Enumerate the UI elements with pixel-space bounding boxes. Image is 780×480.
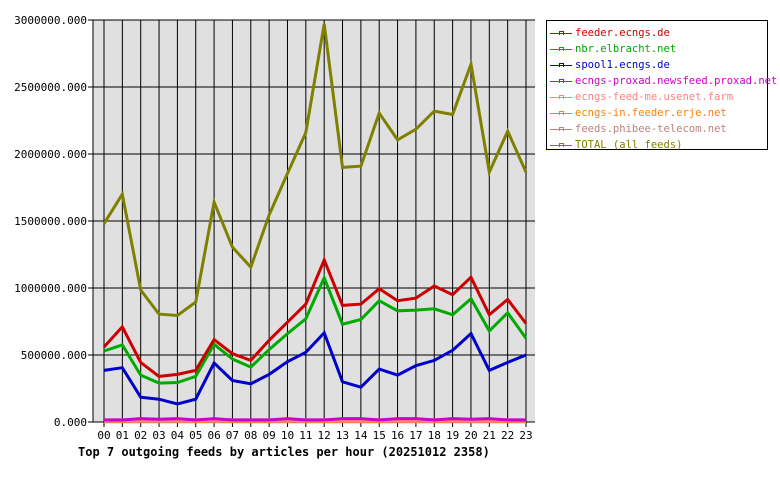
y-tick-label: 2000000.000 [14, 148, 87, 161]
x-tick-label: 11 [299, 429, 312, 442]
legend-item: nbr.elbracht.net [547, 41, 767, 57]
legend: feeder.ecngs.de nbr.elbracht.net spool1.ec… [546, 20, 777, 153]
x-tick-label: 10 [281, 429, 294, 442]
x-tick-label: 00 [97, 429, 110, 442]
legend-line-marker-icon [550, 45, 572, 53]
legend-label: ecngs-proxad.newsfeed.proxad.net [575, 75, 778, 87]
legend-item: ecngs-proxad.newsfeed.proxad.net [547, 73, 777, 89]
legend-label: ecngs-feed-me.usenet.farm [575, 91, 734, 103]
legend-line-marker-icon [550, 109, 572, 117]
x-tick-label: 20 [464, 429, 477, 442]
legend-item: feeds.phibee-telecom.net [547, 121, 767, 137]
chart-title: Top 7 outgoing feeds by articles per hou… [78, 445, 490, 459]
x-tick-label: 22 [501, 429, 514, 442]
legend-line-marker-icon [550, 141, 572, 149]
gridlines [88, 19, 535, 427]
x-tick-label: 03 [152, 429, 165, 442]
legend-item: ecngs-in.feeder.erje.net [547, 105, 767, 121]
x-tick-label: 09 [263, 429, 276, 442]
y-tick-label: 500000.000 [21, 349, 87, 362]
y-tick-label: 0.000 [54, 416, 87, 429]
x-tick-label: 14 [354, 429, 368, 442]
legend-item: spool1.ecngs.de [547, 57, 767, 73]
series-line [102, 255, 528, 378]
x-tick-label: 05 [189, 429, 202, 442]
legend-item: TOTAL (all feeds) [547, 137, 767, 153]
legend-line-marker-icon [550, 125, 572, 133]
legend-line-marker-icon [550, 29, 572, 37]
x-tick-label: 13 [336, 429, 349, 442]
legend-line-marker-icon [550, 93, 572, 101]
x-axis: 00 01 02 03 04 05 06 07 08 09 10 11 12 13 14 15 16 17 18 19… [97, 429, 532, 442]
x-tick-label: 02 [134, 429, 147, 442]
legend-label: feeds.phibee-telecom.net [575, 123, 727, 135]
series-line [104, 417, 526, 422]
legend-item: feeder.ecngs.de [547, 25, 767, 41]
legend-label: TOTAL (all feeds) [575, 139, 683, 151]
y-tick-label: 1500000.000 [14, 215, 87, 228]
legend-label: ecngs-in.feeder.erje.net [575, 107, 727, 119]
x-tick-label: 18 [428, 429, 441, 442]
legend-label: spool1.ecngs.de [575, 59, 670, 71]
x-tick-label: 06 [207, 429, 220, 442]
x-tick-label: 07 [226, 429, 239, 442]
series-line [102, 23, 528, 318]
x-tick-label: 12 [318, 429, 331, 442]
legend-label: feeder.ecngs.de [575, 27, 670, 39]
x-tick-label: 01 [116, 429, 129, 442]
legend-line-marker-icon [550, 61, 572, 69]
x-tick-label: 19 [446, 429, 459, 442]
x-tick-label: 23 [519, 429, 532, 442]
series-line [103, 274, 528, 385]
data-series [102, 23, 528, 424]
x-tick-label: 21 [483, 429, 496, 442]
legend-item: ecngs-feed-me.usenet.farm [547, 89, 767, 105]
x-tick-label: 17 [409, 429, 422, 442]
x-tick-label: 04 [171, 429, 185, 442]
y-tick-label: 2500000.000 [14, 81, 87, 94]
y-tick-label: 1000000.000 [14, 282, 87, 295]
legend-line-marker-icon [550, 77, 572, 85]
x-tick-label: 15 [373, 429, 386, 442]
x-tick-label: 08 [244, 429, 257, 442]
x-tick-label: 16 [391, 429, 404, 442]
legend-label: nbr.elbracht.net [575, 43, 677, 55]
y-axis: 0.000 500000.000 1000000.000 1500000.000 200… [14, 14, 87, 429]
y-tick-label: 3000000.000 [14, 14, 87, 27]
series-line [103, 330, 527, 406]
